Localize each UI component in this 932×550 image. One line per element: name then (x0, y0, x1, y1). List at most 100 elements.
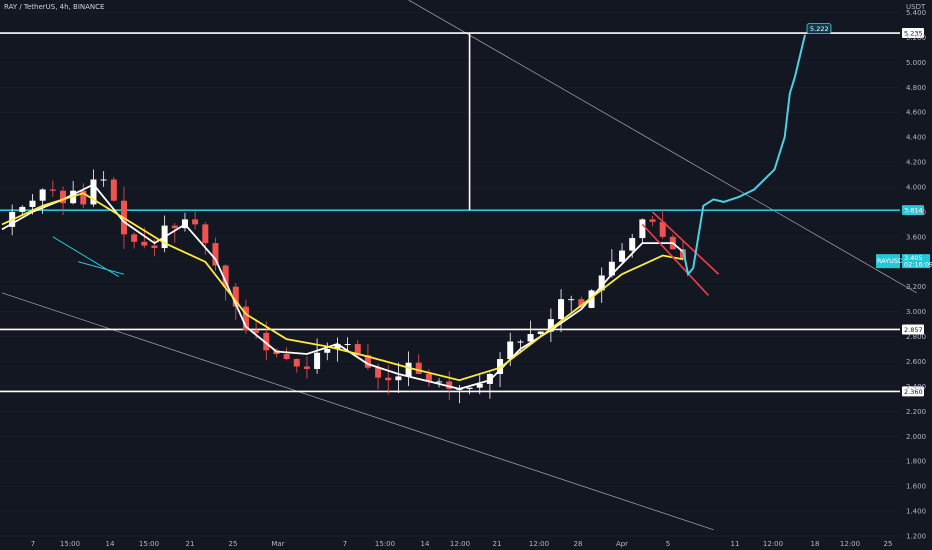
candle-body[interactable] (436, 381, 443, 383)
candle-body[interactable] (253, 330, 260, 333)
price-tick-label: 4.200 (906, 159, 926, 167)
candle-body[interactable] (39, 189, 46, 201)
candle-body[interactable] (639, 219, 646, 239)
candle-body[interactable] (527, 334, 534, 342)
candle-body[interactable] (293, 358, 300, 367)
candle-body[interactable] (659, 221, 666, 237)
price-tick-label: 2.400 (906, 383, 926, 391)
candle-body[interactable] (242, 306, 249, 331)
last-price-symbol: RAYUSDT (877, 257, 907, 265)
level-price-tag (902, 205, 924, 216)
candle-body[interactable] (619, 250, 626, 262)
candle-body[interactable] (263, 332, 270, 351)
candle-body[interactable] (171, 225, 178, 229)
early-cyan-line (78, 261, 125, 275)
grid (0, 12, 900, 537)
level-price-tag (902, 386, 924, 397)
last-price-value: 3.405 (904, 254, 923, 262)
candle-body[interactable] (212, 243, 219, 266)
time-tick-label: 15:00 (375, 540, 395, 548)
candle-body[interactable] (568, 299, 575, 301)
candle-body[interactable] (334, 344, 341, 350)
candle-body[interactable] (19, 206, 26, 212)
candle-body[interactable] (283, 354, 290, 359)
price-axis[interactable]: 5.400 5.200 5.000 4.800 4.600 4.400 4.200 4.000… (876, 9, 932, 541)
candle-body[interactable] (80, 190, 87, 205)
candle-body[interactable] (608, 261, 615, 276)
level-price-tag (902, 28, 924, 39)
price-tick-label: 2.200 (906, 408, 926, 416)
price-tick-label: 1.400 (906, 508, 926, 516)
drawings (52, 33, 720, 296)
candle-body[interactable] (29, 200, 36, 207)
time-tick-label: 12:00 (840, 540, 860, 548)
candle-body[interactable] (232, 286, 239, 307)
candle-body[interactable] (558, 299, 565, 320)
candle-body[interactable] (303, 366, 310, 369)
price-tick-label: 5.400 (906, 9, 926, 17)
candle-body[interactable] (517, 341, 524, 343)
candle-body[interactable] (446, 381, 453, 389)
candle-body[interactable] (588, 290, 595, 308)
price-tick-label: 1.800 (906, 458, 926, 466)
candle-body[interactable] (537, 331, 544, 335)
last-price-tag (902, 254, 930, 269)
candle-body[interactable] (90, 179, 97, 205)
candle-body[interactable] (141, 241, 148, 246)
price-tick-label: 4.800 (906, 84, 926, 92)
moving-average-yellow (1, 192, 684, 382)
candle-body[interactable] (375, 367, 382, 378)
price-tick-label: 3.600 (906, 233, 926, 241)
candle-body[interactable] (507, 341, 514, 359)
time-tick-label: Mar (271, 540, 284, 548)
time-tick-label: 14 (106, 540, 115, 548)
candle-body[interactable] (100, 179, 107, 181)
candle-body[interactable] (151, 245, 158, 249)
candle-body[interactable] (598, 275, 605, 291)
time-tick-label: 21 (493, 540, 502, 548)
candle-body[interactable] (354, 344, 361, 356)
candle-body[interactable] (49, 189, 56, 191)
candle-body[interactable] (649, 219, 656, 222)
candle-body[interactable] (202, 224, 209, 244)
candle-body[interactable] (131, 234, 138, 242)
candle-body[interactable] (415, 362, 422, 374)
candle-body[interactable] (476, 383, 483, 388)
horizontal-levels: 5.235 3.814 2.857 2.360 (0, 28, 924, 397)
candle-body[interactable] (385, 377, 392, 381)
time-tick-label: 12:00 (529, 540, 549, 548)
candle-body[interactable] (405, 362, 412, 377)
candle-body[interactable] (314, 352, 321, 369)
candle-body[interactable] (110, 179, 117, 201)
diag-lower-trendline (1, 292, 714, 531)
time-tick-label: 15:00 (60, 540, 80, 548)
candle-body[interactable] (466, 387, 473, 389)
level-price-label: 5.235 (904, 30, 923, 38)
last-price-symbol-tag (876, 254, 900, 269)
price-tick-label: 1.600 (906, 483, 926, 491)
candle-body[interactable] (578, 299, 585, 308)
candle-body[interactable] (395, 376, 402, 381)
candle-body[interactable] (497, 358, 504, 374)
time-axis[interactable]: 7 15:00 14 15:00 21 25 Mar 7 15:00 14 12:00 21 12:00… (31, 540, 893, 548)
price-axis-unit: USDT (906, 3, 926, 11)
candle-body[interactable] (192, 219, 199, 225)
projection-target-label: 5.222 (810, 25, 829, 33)
candle-body[interactable] (324, 349, 331, 353)
down-channel-line (651, 211, 720, 275)
symbol-title: RAY / TetherUS, 4h, BINANCE (4, 3, 104, 11)
candle-body[interactable] (344, 344, 351, 346)
price-tick-label: 4.600 (906, 109, 926, 117)
level-price-tag (902, 324, 924, 335)
candle-body[interactable] (629, 238, 636, 251)
price-tick-label: 2.600 (906, 358, 926, 366)
candle-body[interactable] (222, 265, 229, 287)
time-tick-label: 15:00 (139, 540, 159, 548)
candle-body[interactable] (59, 190, 66, 204)
time-tick-label: 12:00 (450, 540, 470, 548)
candle-body[interactable] (547, 319, 554, 332)
candle-body[interactable] (364, 355, 371, 368)
candle-body[interactable] (425, 373, 432, 382)
